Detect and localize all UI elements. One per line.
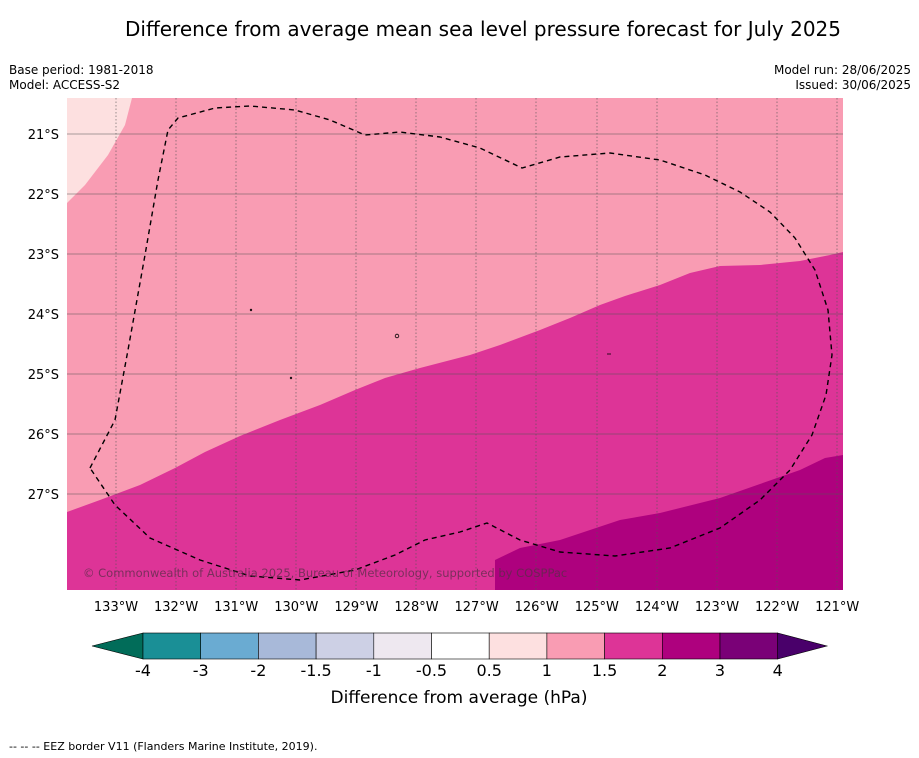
lon-label: 125°W [575,600,619,615]
colorbar-swatch [661,632,721,660]
colorbar-tick: 4 [773,661,783,680]
lon-label: 129°W [334,600,378,615]
colorbar-swatch [488,632,548,660]
colorbar-tick: -1 [366,661,382,680]
colorbar-tick: 1.5 [592,661,617,680]
lon-label: 123°W [695,600,739,615]
lat-label: 22°S [28,188,59,203]
colorbar-swatch [315,632,375,660]
colorbar-swatch [373,632,432,660]
model-text: Model: ACCESS-S2 [9,78,121,92]
lat-label: 26°S [28,428,59,443]
base-period-text: Base period: 1981-2018 [9,63,154,77]
meta-right: Model run: 28/06/2025 Issued: 30/06/2025 [774,63,911,93]
eez-footnote: -- -- -- EEZ border V11 (Flanders Marine… [9,740,318,753]
lon-label: 130°W [274,600,318,615]
eez-border [89,105,833,581]
lon-label: 124°W [635,600,679,615]
colorbar-swatch [431,632,490,660]
colorbar-tick: 0.5 [476,661,501,680]
map-title: Difference from average mean sea level p… [125,17,841,41]
lon-label: 126°W [515,600,559,615]
colorbar-under-arrow [91,632,144,660]
colorbar-swatch [719,632,779,660]
lat-label: 21°S [28,128,59,143]
colorbar-label: Difference from average (hPa) [331,688,588,708]
lon-label: 128°W [394,600,438,615]
lat-label: 25°S [28,368,59,383]
band-1.5-to-2 [67,252,843,590]
model-run-text: Model run: 28/06/2025 [773,63,911,77]
colorbar-tick: -3 [193,661,209,680]
copyright-text: © Commonwealth of Australia 2025, Bureau… [83,566,567,580]
colorbar-swatch [142,632,202,660]
longitude-labels: 133°W 132°W 131°W 130°W 129°W 128°W 127°W 126°W… [94,600,860,615]
island-marks [249,308,611,380]
colorbar-tick: -0.5 [416,661,447,680]
colorbar-swatch [258,632,317,660]
colorbar-tick: 1 [542,661,552,680]
colorbar: -4 -3 -2 -1.5 -1 -0.5 0.5 1 1.5 2 3 4 [91,632,829,680]
colorbar-tick: -4 [135,661,151,680]
lon-label: 121°W [815,600,859,615]
colorbar-tick: -1.5 [300,661,331,680]
colorbar-tick: 2 [657,661,667,680]
lat-label: 24°S [28,308,59,323]
map-area: © Commonwealth of Australia 2025, Bureau… [67,98,843,590]
colorbar-swatch [200,632,259,660]
forecast-map: © Commonwealth of Australia 2025, Bureau… [28,98,860,708]
band-2-to-3 [495,455,843,590]
colorbar-swatch [546,632,605,660]
lat-label: 23°S [28,248,59,263]
lat-label: 27°S [28,488,59,503]
lon-label: 131°W [214,600,258,615]
colorbar-swatch [604,632,663,660]
issued-text: Issued: 30/06/2025 [795,78,911,92]
lon-label: 133°W [94,600,138,615]
graticule [67,98,843,590]
latitude-labels: 21°S 22°S 23°S 24°S 25°S 26°S 27°S [28,128,59,503]
colorbar-over-arrow [777,632,829,660]
colorbar-tick: 3 [715,661,725,680]
lon-label: 122°W [755,600,799,615]
lon-label: 132°W [154,600,198,615]
band-0.5-to-1 [67,98,132,203]
colorbar-tick: -2 [250,661,266,680]
lon-label: 127°W [455,600,499,615]
meta-left: Base period: 1981-2018 Model: ACCESS-S2 [9,63,154,93]
